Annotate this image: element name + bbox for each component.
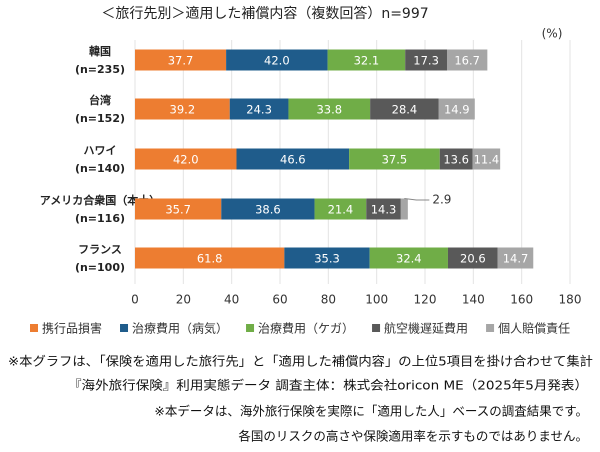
value-label: 17.3	[413, 54, 439, 68]
legend-swatch	[372, 324, 381, 332]
x-tick-label: 60	[272, 293, 287, 307]
x-tick-label: 20	[176, 293, 191, 307]
unit-label: (%)	[542, 27, 563, 41]
value-label: 20.6	[460, 252, 486, 266]
bar-segment	[135, 148, 237, 170]
category-label: フランス	[78, 243, 122, 256]
category-note: (n=152)	[75, 112, 125, 125]
legend-swatch	[486, 324, 495, 332]
value-label: 14.9	[444, 103, 470, 117]
value-label: 35.7	[165, 203, 191, 217]
bar-segment	[438, 98, 475, 120]
bar-segment	[370, 98, 439, 120]
bar-segment	[288, 98, 371, 120]
x-tick-label: 0	[131, 293, 139, 307]
value-label: 14.3	[371, 203, 397, 217]
category-label: 台湾	[89, 93, 111, 107]
bar-segment	[135, 98, 230, 120]
footnote: 『海外旅行保険』利用実態データ 調査主体：株式会社oricon ME（2025年…	[68, 378, 588, 393]
x-tick-label: 80	[321, 293, 336, 307]
value-label: 35.3	[314, 252, 340, 266]
value-label: 2.9	[432, 193, 451, 207]
bar-segment	[229, 98, 289, 120]
bar-segment	[236, 148, 350, 170]
category-note: (n=235)	[75, 63, 125, 76]
bar-segment	[366, 198, 401, 220]
value-label: 61.8	[197, 252, 223, 266]
category-note: (n=116)	[75, 212, 125, 225]
bar-segment	[314, 198, 367, 220]
category-note: (n=100)	[75, 261, 125, 274]
bar-segment	[221, 198, 315, 220]
category-label: アメリカ合衆国（本土）	[40, 193, 160, 207]
footnote: 各国のリスクの高さや保険適用率を示すものではありません。	[238, 429, 588, 444]
value-label: 14.7	[503, 252, 529, 266]
value-label: 42.0	[264, 54, 290, 68]
x-tick-label: 160	[510, 293, 533, 307]
x-tick-label: 40	[224, 293, 239, 307]
bar-segment	[349, 148, 440, 170]
legend-swatch	[246, 324, 255, 332]
bar-segment	[226, 49, 328, 71]
x-tick-label: 120	[414, 293, 437, 307]
bar-segment	[447, 247, 498, 269]
value-label: 32.1	[354, 54, 380, 68]
chart-title: ＜旅行先別＞適用した補償内容（複数回答）n=997	[101, 5, 428, 22]
footnote: ※本データは、海外旅行保険を実際に「適用した人」ベースの調査結果です。	[154, 404, 588, 419]
category-label: ハワイ	[84, 144, 117, 157]
bar-segment	[405, 49, 447, 71]
value-label: 42.0	[173, 153, 199, 167]
value-label: 21.4	[328, 203, 354, 217]
bar-segment	[472, 148, 501, 170]
value-label: 46.6	[280, 153, 306, 167]
legend-label: 治療費用（病気）	[132, 321, 228, 336]
legend-swatch	[120, 324, 129, 332]
bar-segment	[400, 198, 408, 220]
value-label: 32.4	[396, 252, 422, 266]
legend-label: 航空機遅延費用	[384, 321, 468, 336]
bar-segment	[497, 247, 534, 269]
value-label: 16.7	[454, 54, 480, 68]
footnote: ※本グラフは、「保険を適用した旅行先」と「適用した補償内容」の上位5項目を掛け合…	[8, 354, 593, 369]
value-label: 11.4	[474, 153, 500, 167]
value-label: 38.6	[255, 203, 281, 217]
bar-segment	[446, 49, 488, 71]
leader-line	[404, 198, 430, 201]
legend-label: 携行品損害	[42, 321, 102, 336]
value-label: 13.6	[443, 153, 469, 167]
legend-label: 個人賠償責任	[498, 321, 570, 336]
bar-segment	[135, 49, 227, 71]
legend-label: 治療費用（ケガ）	[258, 321, 354, 336]
x-tick-label: 180	[559, 293, 582, 307]
bar-segment	[439, 148, 473, 170]
bar-segment	[284, 247, 370, 269]
bar-segment	[327, 49, 406, 71]
value-label: 28.4	[392, 103, 418, 117]
value-label: 37.5	[382, 153, 408, 167]
bar-segment	[135, 198, 222, 220]
bar-segment	[135, 247, 285, 269]
x-tick-label: 100	[365, 293, 388, 307]
value-label: 24.3	[246, 103, 272, 117]
value-label: 33.8	[316, 103, 342, 117]
category-note: (n=140)	[75, 162, 125, 175]
bar-segment	[369, 247, 448, 269]
legend-swatch	[30, 324, 38, 332]
value-label: 37.7	[168, 54, 194, 68]
x-tick-label: 140	[462, 293, 485, 307]
category-label: 韓国	[89, 44, 111, 58]
value-label: 39.2	[170, 103, 196, 117]
